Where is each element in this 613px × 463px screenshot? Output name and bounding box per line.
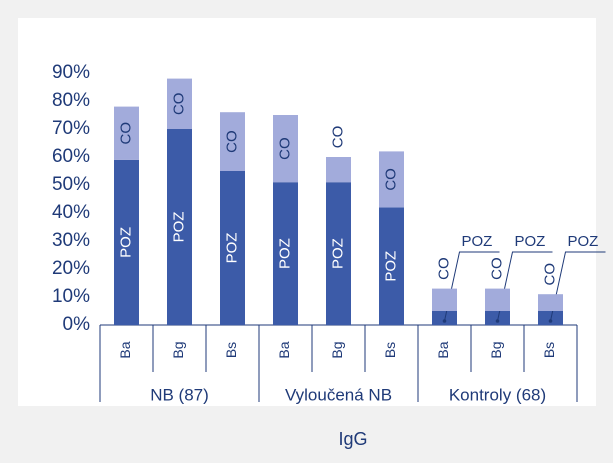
x-tick-label: Ba	[276, 341, 292, 358]
segment-label: CO	[435, 257, 452, 280]
y-tick-label: 80%	[52, 90, 90, 111]
bar-segment	[485, 288, 510, 311]
x-axis-label: IgG	[338, 429, 367, 449]
bar-segment	[538, 311, 563, 325]
x-tick-label: Ba	[117, 341, 133, 358]
x-tick-label: Bs	[541, 342, 557, 358]
y-tick-label: 0%	[63, 314, 91, 335]
x-tick-label: Bg	[329, 341, 345, 358]
bar-segment	[114, 106, 139, 160]
x-tick-label: Bs	[382, 342, 398, 358]
plot-background	[18, 18, 596, 406]
bar-segment	[167, 78, 192, 129]
y-tick-label: 60%	[52, 146, 90, 167]
bar-segment	[538, 294, 563, 311]
x-tick-label: Bg	[170, 341, 186, 358]
segment-label: CO	[223, 130, 240, 153]
x-tick-label: Bg	[488, 341, 504, 358]
bar-segment	[273, 182, 298, 325]
y-tick-label: 20%	[52, 258, 90, 279]
segment-label: POZ	[382, 251, 399, 282]
segment-label: CO	[488, 257, 505, 280]
bar-segment	[432, 288, 457, 311]
y-tick-label: 70%	[52, 118, 90, 139]
bar-segment	[273, 115, 298, 183]
bar-segment	[379, 207, 404, 325]
segment-label: POZ	[170, 212, 187, 243]
y-tick-label: 40%	[52, 202, 90, 223]
group-label: Kontroly (68)	[449, 385, 546, 404]
segment-label: POZ	[117, 227, 134, 258]
x-tick-label: Ba	[435, 341, 451, 358]
segment-label: POZ	[329, 238, 346, 269]
bar-segment	[220, 112, 245, 171]
segment-label: CO	[541, 263, 558, 286]
y-tick-label: 10%	[52, 286, 90, 307]
segment-label: POZ	[276, 238, 293, 269]
bar-segment	[114, 159, 139, 325]
segment-label: CO	[117, 122, 134, 145]
segment-label: CO	[329, 126, 346, 149]
bar-segment	[432, 311, 457, 325]
segment-label: POZ	[568, 233, 599, 250]
segment-label: POZ	[462, 233, 493, 250]
group-label: NB (87)	[150, 385, 209, 404]
bar-segment	[167, 129, 192, 325]
segment-label: CO	[382, 168, 399, 191]
x-tick-label: Bs	[223, 342, 239, 358]
group-label: Vyloučená NB	[285, 385, 392, 404]
segment-label: POZ	[223, 233, 240, 264]
y-tick-label: 50%	[52, 174, 90, 195]
bar-segment	[220, 171, 245, 325]
y-tick-label: 90%	[52, 62, 90, 83]
bar-segment	[326, 157, 351, 183]
segment-label: POZ	[515, 233, 546, 250]
segment-label: CO	[170, 93, 187, 116]
bar-segment	[485, 311, 510, 325]
y-tick-label: 30%	[52, 230, 90, 251]
bar-segment	[379, 151, 404, 208]
segment-label: CO	[276, 137, 293, 160]
bar-segment	[326, 182, 351, 325]
